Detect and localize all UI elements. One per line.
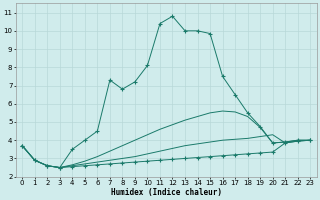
X-axis label: Humidex (Indice chaleur): Humidex (Indice chaleur): [111, 188, 222, 197]
